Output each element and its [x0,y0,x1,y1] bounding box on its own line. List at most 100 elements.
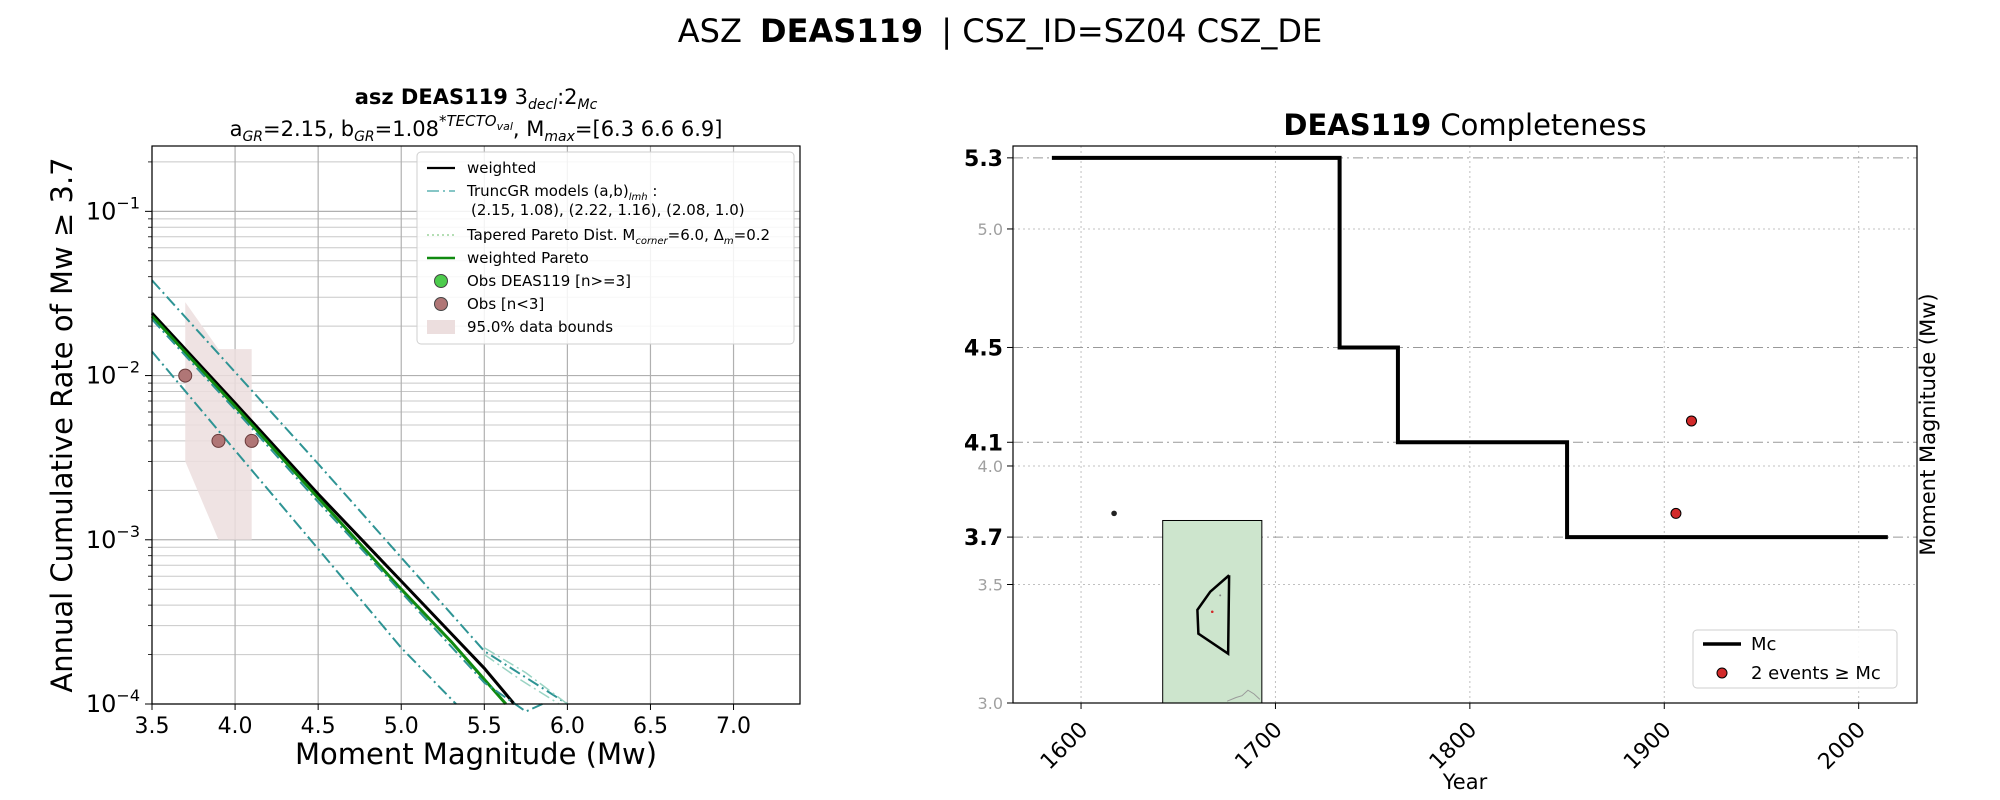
title2-text: =2.15, b [263,117,354,141]
event-point [1670,507,1682,519]
left-legend: weighted TruncGR models (a,b)lmh :(2.15, … [416,151,795,345]
title2-text: =1.08 [375,117,439,141]
left-ytick-label: 10−2 [86,358,140,390]
right-legend: Mc 2 events ≥ Mc [1692,629,1898,689]
title2-sub: GR [354,129,375,145]
left-xtick-label: 3.5 [135,714,170,739]
legend-label-sub: corner [635,236,668,247]
title2-text: a [230,117,243,141]
right-ytick-label-minor: 5.0 [978,220,1003,239]
ytick-exp: −3 [116,522,140,541]
legend-label: Obs DEAS119 [n>=3] [467,272,631,290]
gr-rate-chart: 3.5 4.0 4.5 5.0 5.5 6.0 6.5 7.010−410−310−210−1… [45,85,801,771]
left-xtick-label: 6.0 [550,714,585,739]
other-event-point [1111,510,1117,517]
legend-label-part: Tapered Pareto Dist. M [466,226,635,244]
left-xtick-label: 4.0 [218,714,253,739]
title2-sub: max [544,129,575,145]
legend-label-sub: m [724,236,734,247]
legend-label-sub: lmh [629,192,648,203]
series-line-truncgr-mid [151,318,543,713]
legend-label: Mc [1751,634,1776,655]
right-xtick-label: 1900 [1619,718,1676,775]
inset-source-zone-outline [1196,574,1231,657]
legend-handle-marker [434,297,448,311]
legend-label: weighted Pareto [467,249,589,267]
legend-handle-patch [427,320,455,334]
legend-label-line2: (2.15, 1.08), (2.22, 1.16), (2.08, 1.0) [471,201,745,219]
series-line-truncgr-low [151,350,457,705]
series-line-weighted-pareto [150,315,508,705]
series-line-tapered-pareto-b [483,653,560,705]
left-title-text: 3 [508,85,528,109]
right-grid [1013,146,1917,704]
ytick-base: 10 [86,362,117,390]
right-axes-frame [1012,145,1918,704]
left-title-bold: asz DEAS119 [355,85,508,109]
completeness-chart: 1600 1700 1800 1900 2000 3.0 3.5 4.0 5.0 3.7 4.1 4.… [964,108,1940,794]
obs-point [178,368,193,383]
legend-label-part: TruncGR models (a,b) [466,182,629,200]
right-ytick-label-minor: 3.5 [978,575,1003,594]
left-legend-box [416,151,795,345]
ytick-exp: −4 [116,686,140,705]
left-xtick-label: 4.5 [301,714,336,739]
suptitle-prefix: ASZ [678,12,742,50]
series-line-weighted [150,312,516,705]
right-title-bold: DEAS119 [1283,108,1431,142]
left-xlabel: Moment Magnitude (Mw) [295,737,657,771]
right-xtick-label: 1800 [1425,718,1482,775]
left-title-text: :2 [557,85,577,109]
left-ytick-label: 10−4 [86,686,140,718]
series-line-tapered-pareto-a [483,647,568,705]
right-xtick-label: 2000 [1814,718,1871,775]
left-xtick-label: 6.5 [633,714,668,739]
right-title: DEAS119 Completeness [1283,108,1646,142]
right-ytick-label-minor: 4.0 [978,457,1003,476]
ytick-exp: −2 [116,358,140,377]
left-title-line1: asz DEAS119 3decl:2Mc [355,85,598,113]
title2-sup-sub: val [497,120,513,133]
series-line-truncgr-high [151,279,568,705]
right-xlabel: Year [1442,770,1488,794]
right-ylabel: Moment Magnitude (Mw) [1916,293,1940,555]
ytick-base: 10 [86,690,117,718]
suptitle-bold: DEAS119 [760,12,923,50]
obs-point [244,433,259,448]
right-ytick-label-major: 4.5 [964,336,1003,361]
ytick-exp: −1 [116,193,140,212]
legend-label: TruncGR models (a,b)lmh : [466,182,657,203]
data-bounds-polygon [185,302,252,540]
left-title-line2: aGR=2.15, bGR=1.08*TECTOval, Mmax=[6.3 6… [230,112,723,145]
right-xtick-label: 1700 [1230,718,1287,775]
legend-label: 95.0% data bounds [467,318,613,336]
inset-event-dot [1210,610,1214,614]
left-ytick-label: 10−3 [86,522,140,554]
legend-label: Obs [n<3] [467,295,544,313]
ytick-base: 10 [86,526,117,554]
legend-label: weighted [467,159,536,177]
left-xtick-label: 7.0 [716,714,751,739]
right-ytick-label-major: 5.3 [964,147,1003,172]
left-ylabel: Annual Cumulative Rate of Mw ≥ 3.7 [45,157,79,692]
ytick-base: 10 [86,197,117,225]
left-title-sub: Mc [578,97,598,113]
legend-handle-marker [434,274,448,288]
title2-text: , M [513,117,544,141]
right-xtick-label: 1600 [1036,718,1093,775]
legend-label: Tapered Pareto Dist. Mcorner=6.0, Δm=0.2 [466,226,770,247]
right-ytick-label-major: 3.7 [964,526,1003,551]
inset-coastline [1226,689,1261,702]
title2-sub: GR [242,129,263,145]
left-xtick-label: 5.5 [467,714,502,739]
legend-label-part: =0.2 [734,226,770,244]
legend-label: 2 events ≥ Mc [1751,663,1881,684]
left-xtick-label: 5.0 [384,714,419,739]
suptitle: ASZ DEAS119 | CSZ_ID=SZ04 CSZ_DE [678,12,1322,50]
legend-label-part: : [648,182,658,200]
right-legend-box [1692,629,1898,689]
legend-handle-marker [1716,667,1728,679]
obs-point [211,433,226,448]
left-title-sub: decl [528,97,557,113]
